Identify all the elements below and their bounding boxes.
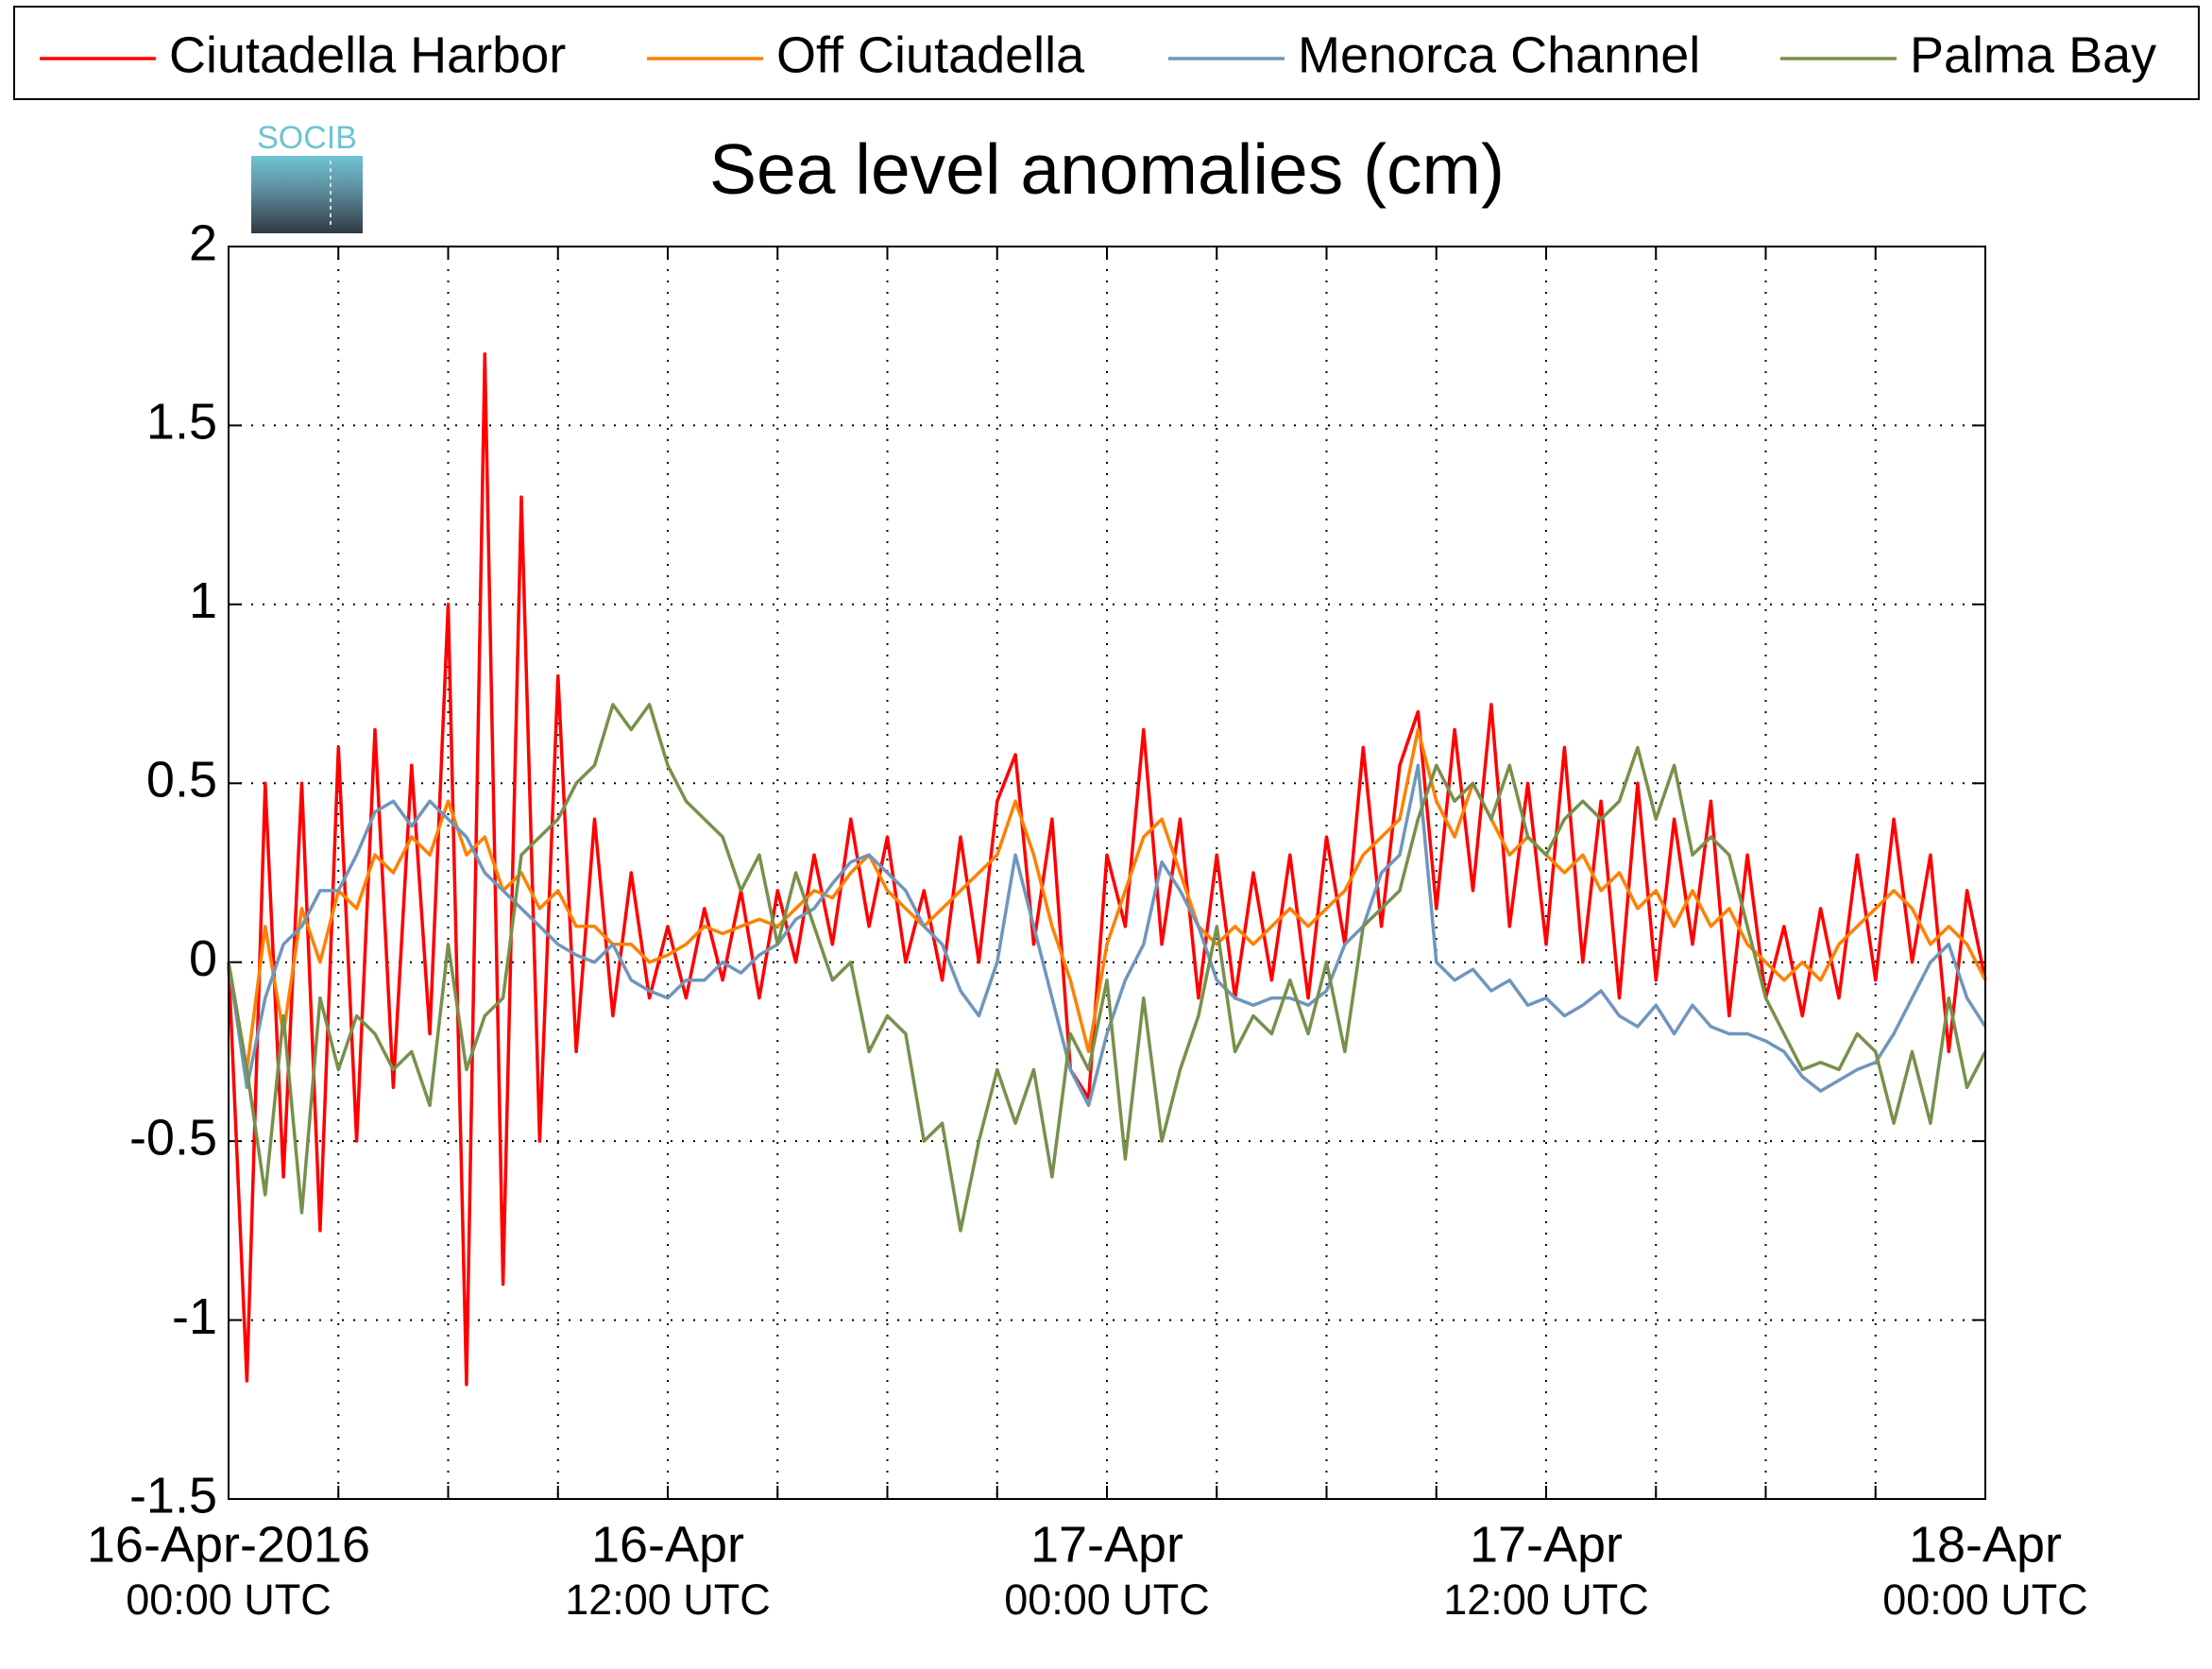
series-line: [227, 727, 1987, 1072]
legend-label: Menorca Channel: [1298, 26, 1700, 83]
legend-box: [13, 6, 2200, 100]
x-tick-label: 17-Apr: [1030, 1516, 1183, 1573]
series-line: [227, 703, 1987, 1233]
x-tick-label: 00:00 UTC: [1004, 1575, 1210, 1624]
x-tick-label: 12:00 UTC: [565, 1575, 771, 1624]
x-tick-label: 17-Apr: [1470, 1516, 1623, 1573]
y-tick-label: 0.5: [146, 752, 217, 809]
y-tick-label: 2: [189, 214, 217, 271]
y-tick-label: 1.5: [146, 394, 217, 451]
x-tick-label: 16-Apr: [591, 1516, 744, 1573]
x-tick-label: 00:00 UTC: [126, 1575, 332, 1624]
series-line: [227, 351, 1987, 1387]
legend-label: Ciutadella Harbor: [169, 26, 566, 83]
series-line: [227, 763, 1987, 1108]
y-tick-label: -0.5: [129, 1109, 217, 1166]
y-tick-label: 1: [189, 572, 217, 629]
logo-image: [251, 156, 363, 233]
x-tick-label: 16-Apr-2016: [87, 1516, 370, 1573]
y-tick-label: -1.5: [129, 1467, 217, 1524]
y-tick-label: -1: [172, 1288, 217, 1345]
x-tick-label: 12:00 UTC: [1443, 1575, 1649, 1624]
chart-title: Sea level anomalies (cm): [709, 129, 1505, 209]
x-tick-label: 18-Apr: [1909, 1516, 2062, 1573]
plot-frame: [228, 246, 1986, 1500]
x-tick-label: 00:00 UTC: [1882, 1575, 2088, 1624]
logo-text: SOCIB: [257, 120, 357, 156]
logo: SOCIB: [251, 120, 363, 233]
legend-label: Palma Bay: [1910, 26, 2156, 83]
y-tick-label: 0: [189, 930, 217, 987]
legend-label: Off Ciutadella: [776, 26, 1085, 83]
